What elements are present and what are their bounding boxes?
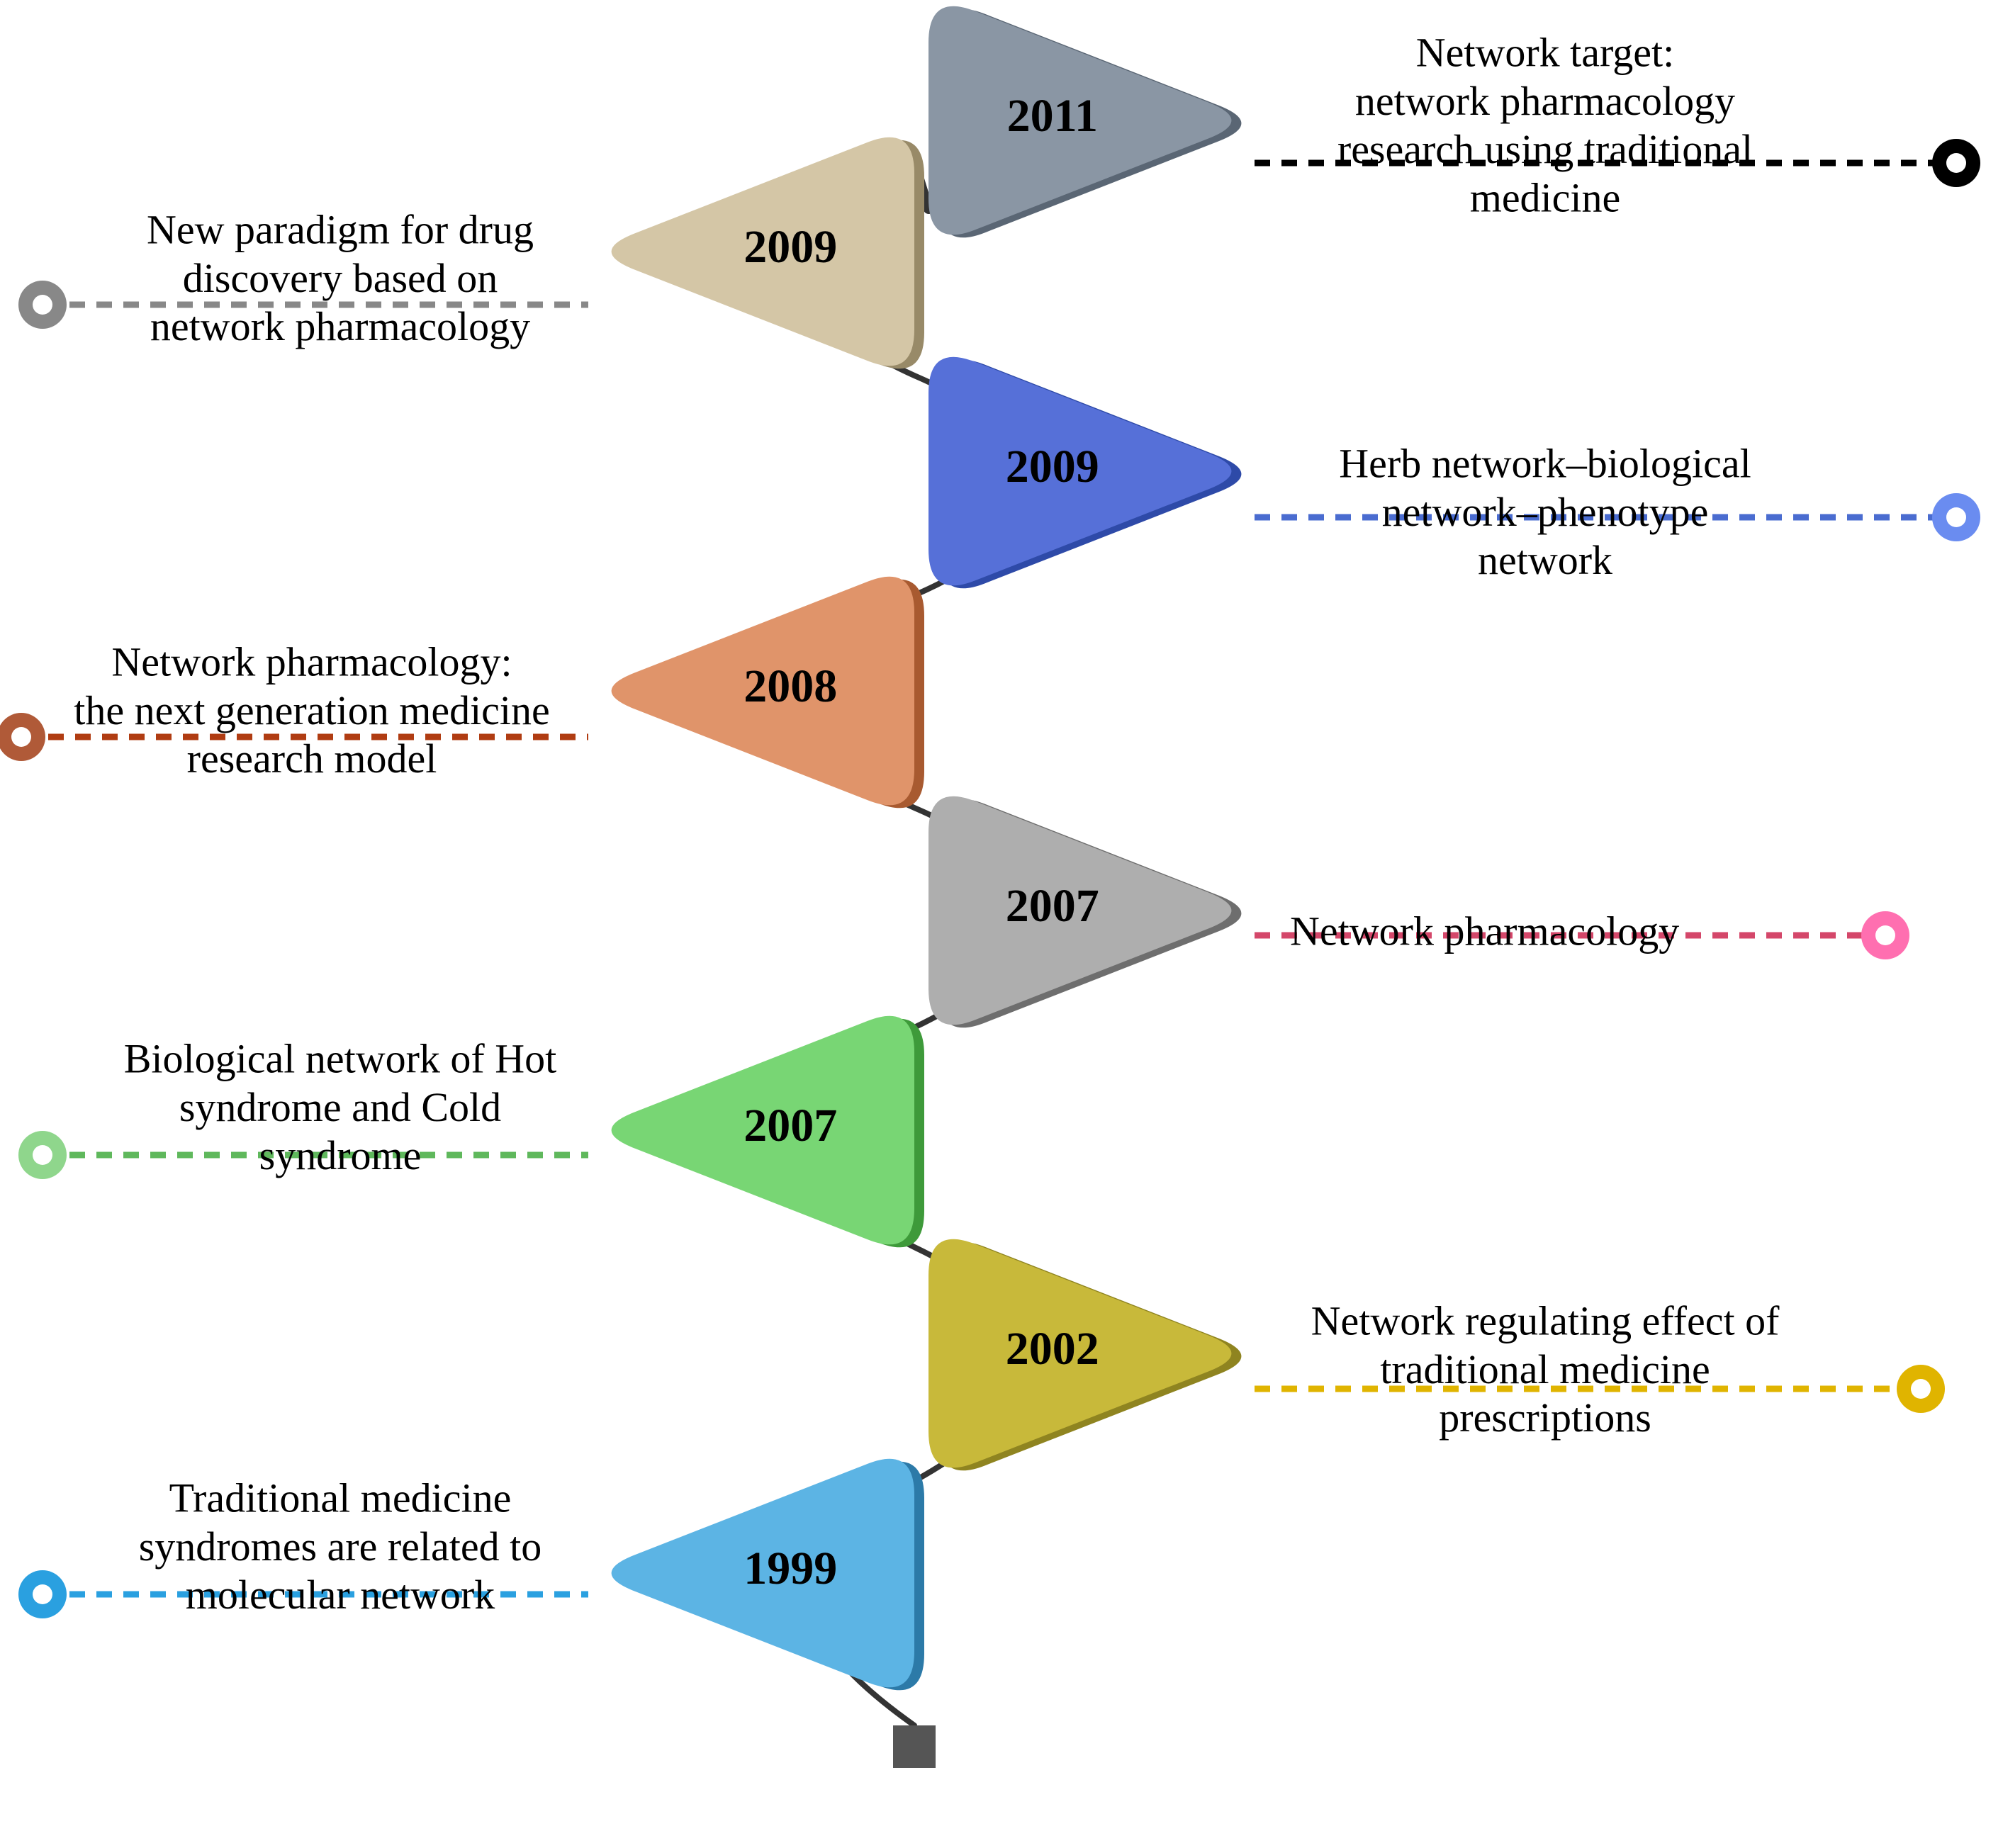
connector-ring-inner <box>1946 153 1966 173</box>
description-line: discovery based on <box>183 255 498 301</box>
description-line: research model <box>187 736 437 782</box>
connector-ring-inner <box>1911 1379 1931 1399</box>
description-line: network–phenotype <box>1382 489 1709 535</box>
connector-ring-inner <box>1946 507 1966 527</box>
description-line: Herb network–biological <box>1339 440 1751 486</box>
description-line: network pharmacology <box>150 303 530 349</box>
year-label: 2009 <box>1006 441 1099 492</box>
description-line: traditional medicine <box>1380 1346 1710 1392</box>
description-line: Traditional medicine <box>169 1475 512 1521</box>
description-line: research using traditional <box>1337 126 1753 172</box>
year-label: 2011 <box>1007 90 1098 142</box>
year-label: 1999 <box>744 1543 837 1594</box>
connector-ring-inner <box>1875 925 1895 945</box>
description-line: medicine <box>1470 175 1621 221</box>
year-label: 2007 <box>744 1100 837 1151</box>
description-line: Network pharmacology: <box>111 638 512 684</box>
description-line: Biological network of Hot <box>124 1035 557 1081</box>
description-line: Network pharmacology <box>1290 908 1679 954</box>
connector-ring-inner <box>33 295 52 315</box>
timeline-start-square <box>893 1725 936 1768</box>
description-line: network <box>1478 537 1612 583</box>
description-line: syndrome <box>259 1132 422 1178</box>
year-label: 2008 <box>744 660 837 712</box>
description-line: network pharmacology <box>1355 78 1735 124</box>
description-line: syndrome and Cold <box>179 1084 501 1130</box>
connector-ring-inner <box>11 727 31 747</box>
description-line: the next generation medicine <box>74 687 550 733</box>
year-label: 2009 <box>744 221 837 273</box>
description-line: syndromes are related to <box>139 1523 542 1570</box>
connector-ring-inner <box>33 1145 52 1165</box>
description-line: molecular network <box>186 1572 495 1618</box>
description-line: prescriptions <box>1439 1395 1651 1441</box>
connector-ring-inner <box>33 1584 52 1604</box>
description-line: New paradigm for drug <box>147 206 534 252</box>
description-line: Network target: <box>1416 29 1675 75</box>
description-line: Network regulating effect of <box>1311 1297 1780 1343</box>
year-label: 2007 <box>1006 880 1099 932</box>
year-label: 2002 <box>1006 1323 1099 1375</box>
